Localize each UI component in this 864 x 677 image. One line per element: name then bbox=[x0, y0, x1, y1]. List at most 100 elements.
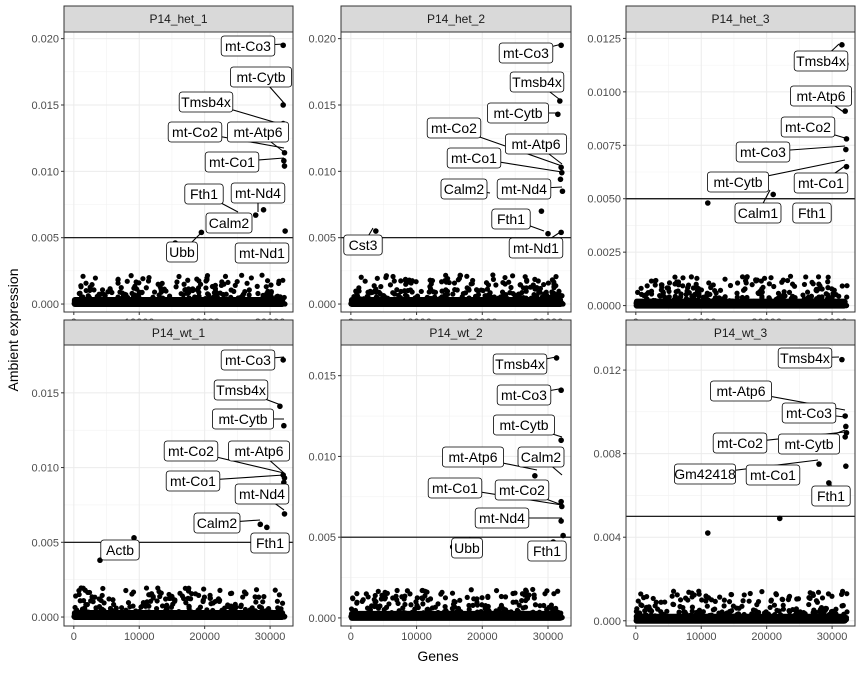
background-gene-point bbox=[222, 273, 229, 280]
background-gene-point bbox=[216, 598, 222, 605]
background-gene-point bbox=[689, 604, 696, 610]
y-tick-label: 0.008 bbox=[593, 449, 621, 461]
gene-label: mt-Nd1 bbox=[513, 240, 559, 256]
background-gene-point bbox=[551, 285, 557, 291]
background-gene-point bbox=[712, 598, 718, 605]
background-gene-point bbox=[369, 603, 375, 609]
background-gene-point bbox=[671, 601, 677, 608]
background-gene-point bbox=[460, 290, 466, 297]
background-gene-point bbox=[223, 291, 229, 297]
y-tick-label: 0.010 bbox=[308, 451, 336, 463]
background-gene-point bbox=[452, 604, 458, 610]
background-gene-point bbox=[634, 289, 641, 295]
background-gene-point bbox=[786, 609, 793, 615]
background-gene-point bbox=[183, 600, 189, 606]
background-gene-point bbox=[394, 287, 400, 293]
gene-label: mt-Co3 bbox=[503, 45, 549, 61]
y-tick-label: 0.010 bbox=[31, 166, 59, 178]
background-gene-point bbox=[465, 286, 472, 292]
gene-point bbox=[198, 229, 205, 236]
background-gene-point bbox=[439, 288, 445, 294]
background-gene-point bbox=[768, 597, 774, 603]
gene-point bbox=[557, 176, 564, 183]
background-gene-point bbox=[378, 283, 384, 290]
background-gene-point bbox=[685, 597, 691, 603]
gene-label-box bbox=[734, 202, 782, 224]
background-gene-point bbox=[782, 293, 788, 299]
background-gene-point bbox=[89, 594, 95, 600]
background-gene-point bbox=[807, 595, 813, 602]
background-gene-point bbox=[78, 283, 84, 289]
background-gene-point bbox=[747, 590, 753, 597]
background-gene-point bbox=[457, 272, 464, 279]
background-gene-point bbox=[217, 290, 223, 296]
gene-label: mt-Cytb bbox=[785, 436, 834, 452]
gene-label: Actb bbox=[106, 542, 134, 558]
background-gene-point bbox=[806, 294, 812, 300]
gene-label: mt-Co1 bbox=[432, 480, 478, 496]
gene-point bbox=[260, 207, 267, 213]
background-gene-point bbox=[519, 289, 525, 296]
background-gene-point bbox=[172, 597, 178, 603]
background-gene-point bbox=[241, 589, 248, 595]
background-gene-point bbox=[698, 287, 705, 293]
background-gene-point bbox=[371, 283, 377, 289]
x-tick-label: 30000 bbox=[255, 631, 286, 643]
background-gene-point bbox=[727, 608, 733, 615]
background-gene-point bbox=[435, 601, 441, 607]
gene-label: mt-Co2 bbox=[499, 482, 545, 498]
background-gene-point bbox=[787, 273, 794, 279]
background-gene-point bbox=[442, 595, 449, 601]
gene-label: mt-Co1 bbox=[209, 154, 255, 170]
gene-point bbox=[816, 461, 822, 467]
background-gene-point bbox=[672, 274, 678, 280]
background-gene-point bbox=[657, 292, 663, 299]
background-gene-point bbox=[259, 272, 265, 278]
background-gene-point bbox=[252, 594, 258, 600]
gene-label-box bbox=[234, 483, 290, 505]
x-tick-label: 0 bbox=[633, 631, 639, 643]
background-gene-point bbox=[507, 290, 513, 296]
gene-label: mt-Cytb bbox=[237, 69, 286, 85]
background-gene-point bbox=[132, 283, 138, 289]
background-gene-point bbox=[549, 289, 555, 295]
background-gene-point bbox=[674, 592, 680, 598]
background-gene-point bbox=[261, 594, 267, 600]
gene-label: mt-Atp6 bbox=[796, 88, 845, 104]
gene-label: Calm2 bbox=[521, 449, 562, 465]
background-gene-point bbox=[200, 598, 206, 605]
background-gene-point bbox=[730, 603, 737, 609]
gene-label: mt-Atp6 bbox=[233, 124, 282, 140]
background-gene-point bbox=[265, 606, 272, 612]
background-gene-point bbox=[545, 280, 551, 286]
background-gene-point bbox=[819, 595, 826, 601]
gene-label: mt-Atp6 bbox=[716, 383, 765, 399]
gene-point bbox=[281, 163, 288, 169]
gene-label: mt-Atp6 bbox=[511, 136, 560, 152]
gene-point bbox=[558, 42, 564, 49]
background-gene-point bbox=[119, 605, 125, 611]
background-gene-point bbox=[662, 599, 668, 605]
dense-point-band bbox=[71, 297, 286, 308]
background-gene-point bbox=[519, 598, 525, 604]
gene-point bbox=[277, 403, 283, 410]
gene-label-box bbox=[508, 237, 564, 259]
background-gene-point bbox=[439, 589, 445, 595]
gene-label-box bbox=[496, 384, 552, 406]
gene-label-box bbox=[474, 507, 530, 529]
background-gene-point bbox=[111, 601, 117, 608]
y-tick-label: 0.0050 bbox=[587, 194, 621, 206]
background-gene-point bbox=[185, 277, 191, 283]
background-gene-point bbox=[836, 293, 842, 299]
gene-point bbox=[843, 146, 849, 153]
background-gene-point bbox=[768, 275, 774, 281]
background-gene-point bbox=[644, 283, 650, 289]
background-gene-point bbox=[439, 279, 445, 285]
background-gene-point bbox=[810, 281, 816, 287]
background-gene-point bbox=[96, 291, 102, 297]
background-gene-point bbox=[238, 602, 244, 608]
y-tick-label: 0.015 bbox=[31, 388, 59, 400]
gene-point bbox=[257, 521, 264, 528]
background-gene-point bbox=[516, 602, 522, 608]
gene-label-box bbox=[441, 446, 504, 468]
